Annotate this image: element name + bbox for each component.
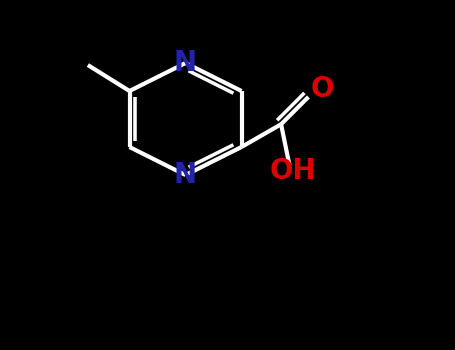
Text: N: N [174, 161, 197, 189]
Text: O: O [310, 76, 334, 104]
Text: OH: OH [270, 156, 317, 184]
Text: N: N [174, 49, 197, 77]
